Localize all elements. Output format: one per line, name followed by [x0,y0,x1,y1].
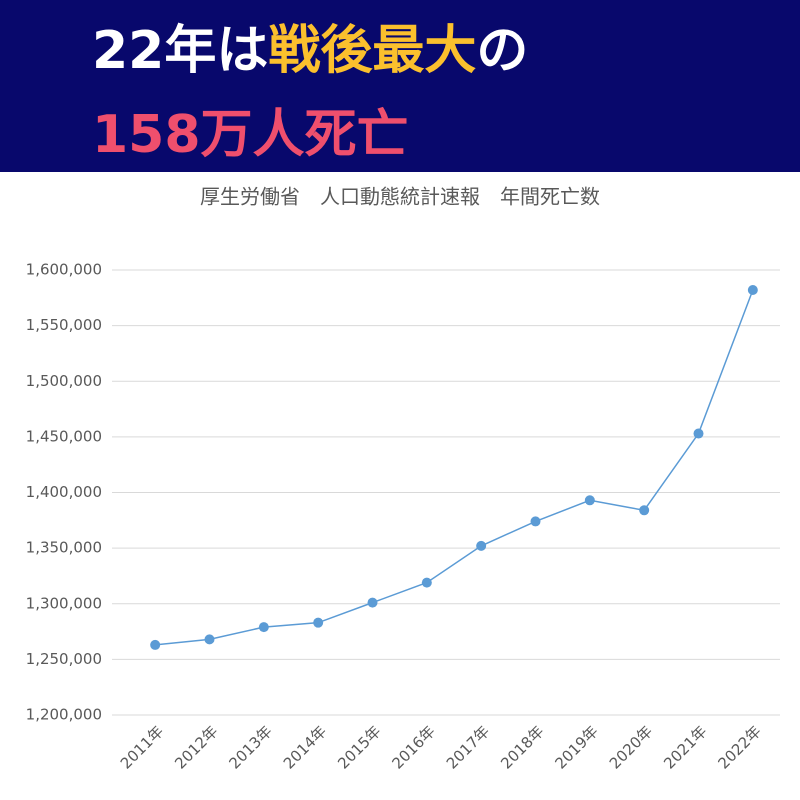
x-tick-label: 2022年 [715,722,765,772]
point [584,495,595,506]
point [693,428,704,439]
series-line [155,289,754,646]
chart-title: 厚生労働省 人口動態統計速報 年間死亡数 [200,185,600,209]
x-tick-label: 2017年 [443,722,493,772]
banner-highlight: 戦後最大 [268,21,477,81]
point [204,634,215,645]
point [639,505,650,516]
point [476,540,487,551]
point [421,577,432,588]
banner-text: 22年は [92,21,269,81]
y-tick-label: 1,600,000 [26,261,102,279]
point [150,639,161,650]
x-tick-label: 2013年 [226,722,276,772]
x-tick-label: 2016年 [389,722,439,772]
y-tick-label: 1,200,000 [26,706,102,724]
point [313,617,324,628]
x-tick-label: 2012年 [171,722,221,772]
x-tick-label: 2021年 [660,722,710,772]
x-tick-label: 2018年 [497,722,547,772]
banner-line2: 158万人死亡 [92,105,409,165]
point [747,285,758,296]
point [258,622,269,633]
point [530,516,541,527]
x-tick-label: 2019年 [552,722,602,772]
y-tick-label: 1,500,000 [26,372,102,390]
y-tick-label: 1,450,000 [26,427,102,445]
x-tick-label: 2014年 [280,722,330,772]
x-tick-label: 2020年 [606,722,656,772]
banner: 22年は戦後最大の 158万人死亡 [0,0,800,172]
y-tick-label: 1,300,000 [26,594,102,612]
x-tick-label: 2011年 [117,722,167,772]
point [367,597,378,608]
banner-text: の [476,21,529,81]
x-tick-label: 2015年 [334,722,384,772]
banner-line1: 22年は戦後最大の [92,8,528,83]
y-tick-label: 1,250,000 [26,650,102,668]
y-tick-label: 1,350,000 [26,539,102,557]
y-tick-label: 1,550,000 [26,316,102,334]
y-tick-label: 1,400,000 [26,483,102,501]
